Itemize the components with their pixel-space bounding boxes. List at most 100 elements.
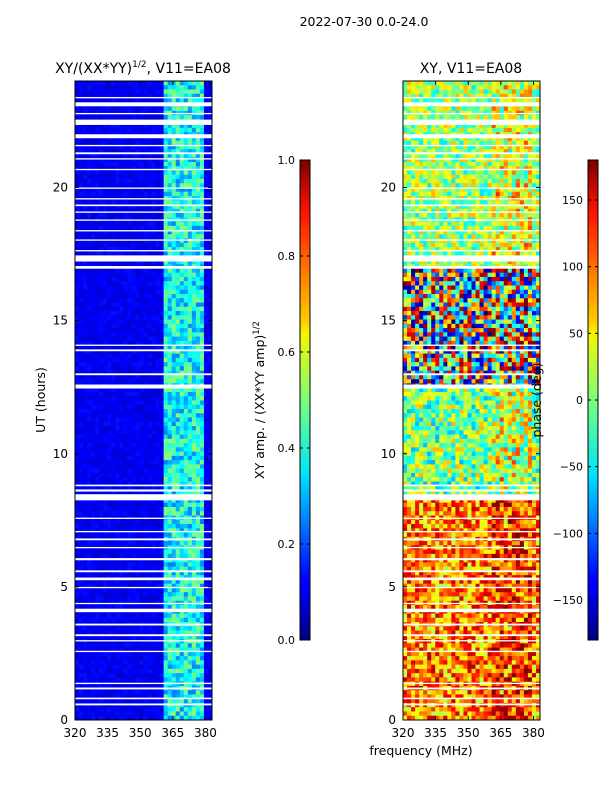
heatmap-cell (103, 332, 108, 337)
heatmap-cell (139, 85, 144, 90)
heatmap-cell (123, 349, 128, 355)
heatmap-cell (111, 276, 116, 282)
heatmap-cell (179, 421, 185, 427)
heatmap-cell (171, 187, 177, 193)
heatmap-cell (175, 183, 181, 188)
heatmap-cell (199, 613, 205, 619)
heatmap-cell (159, 332, 165, 337)
heatmap-cell (207, 668, 213, 674)
heatmap-cell (83, 396, 88, 401)
heatmap-cell (143, 387, 148, 393)
heatmap-cell (203, 225, 209, 231)
heatmap-cell (183, 677, 189, 683)
heatmap-cell (91, 289, 96, 295)
heatmap-cell (95, 583, 100, 589)
heatmap-cell (79, 178, 84, 184)
heatmap-cell (199, 340, 205, 346)
heatmap-cell (187, 566, 193, 572)
heatmap-cell (163, 247, 169, 252)
heatmap-cell (83, 311, 88, 316)
heatmap-cell (79, 528, 84, 533)
heatmap-cell (183, 438, 189, 444)
heatmap-cell (107, 230, 112, 235)
heatmap-cell (103, 127, 108, 133)
heatmap-cell (175, 323, 181, 329)
heatmap-cell (191, 123, 197, 129)
heatmap-cell (87, 362, 92, 367)
heatmap-cell (131, 396, 136, 401)
heatmap-cell (179, 336, 185, 342)
heatmap-cell (135, 643, 140, 648)
heatmap-cell (187, 183, 193, 188)
heatmap-cell (111, 174, 116, 180)
heatmap-cell (107, 455, 112, 461)
heatmap-cell (191, 191, 197, 197)
heatmap-cell (147, 285, 152, 291)
heatmap-cell (107, 524, 112, 529)
heatmap-cell (103, 187, 108, 193)
heatmap-cell (155, 570, 161, 576)
heatmap-cell (99, 592, 104, 597)
heatmap-cell (183, 149, 189, 154)
heatmap-cell (91, 613, 96, 619)
heatmap-cell (143, 191, 148, 197)
heatmap-cell (143, 617, 148, 623)
heatmap-cell (79, 562, 84, 568)
heatmap-cell (115, 507, 120, 512)
heatmap-cell (187, 247, 193, 252)
heatmap-cell (131, 664, 136, 670)
heatmap-cell (123, 345, 128, 350)
heatmap-cell (119, 362, 124, 367)
heatmap-cell (167, 549, 173, 555)
heatmap-cell (191, 178, 197, 184)
heatmap-cell (203, 332, 209, 337)
heatmap-cell (111, 489, 116, 495)
heatmap-cell (103, 507, 108, 512)
heatmap-cell (91, 553, 96, 559)
heatmap-cell (187, 570, 193, 576)
heatmap-cell (95, 417, 100, 423)
heatmap-cell (163, 323, 169, 329)
heatmap-cell (83, 298, 88, 303)
heatmap-cell (139, 149, 144, 154)
heatmap-cell (199, 409, 205, 414)
heatmap-cell (167, 187, 173, 193)
heatmap-cell (167, 370, 173, 376)
heatmap-cell (191, 617, 197, 623)
heatmap-cell (119, 81, 124, 86)
heatmap-cell (115, 268, 120, 274)
heatmap-cell (207, 183, 213, 188)
heatmap-cell (127, 558, 132, 563)
heatmap-cell (127, 362, 132, 367)
heatmap-cell (195, 528, 201, 533)
heatmap-cell (175, 430, 181, 435)
heatmap-cell (159, 238, 165, 244)
heatmap-cell (95, 204, 100, 210)
heatmap-cell (107, 677, 112, 683)
heatmap-cell (131, 519, 136, 525)
heatmap-cell (103, 81, 108, 86)
heatmap-cell (131, 323, 136, 329)
heatmap-cell (171, 553, 177, 559)
heatmap-cell (123, 434, 128, 440)
heatmap-cell (95, 485, 100, 491)
heatmap-cell (167, 213, 173, 218)
heatmap-cell (203, 200, 209, 205)
heatmap-cell (95, 115, 100, 120)
heatmap-cell (103, 89, 108, 95)
heatmap-cell (135, 281, 140, 286)
heatmap-cell (123, 144, 128, 150)
heatmap-cell (87, 553, 92, 559)
heatmap-cell (179, 225, 185, 231)
heatmap-cell (79, 306, 84, 312)
heatmap-cell (131, 566, 136, 572)
heatmap-cell (127, 340, 132, 346)
heatmap-cell (95, 178, 100, 184)
heatmap-cell (107, 575, 112, 580)
heatmap-cell (159, 357, 165, 363)
heatmap-cell (167, 656, 173, 661)
heatmap-cell (87, 592, 92, 597)
heatmap-cell (75, 438, 80, 444)
heatmap-cell (139, 464, 144, 470)
heatmap-cell (167, 617, 173, 623)
